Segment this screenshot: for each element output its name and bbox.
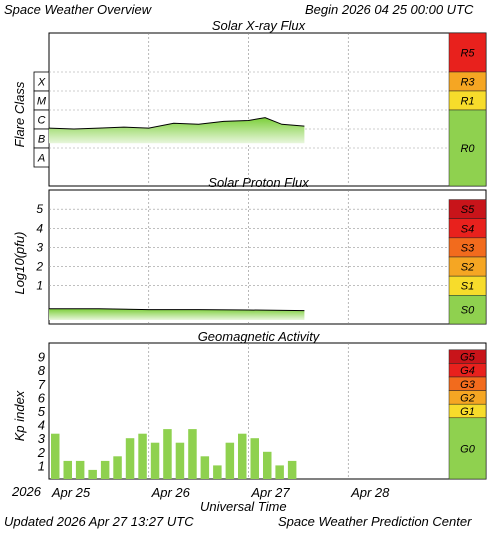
scale-cell-r0 [448, 109, 487, 187]
kp-bar [175, 442, 185, 479]
proton-y-tick-3: 3 [36, 240, 43, 254]
proton-y-tick-1: 1 [36, 279, 43, 293]
scale-label-s3: S3 [461, 242, 475, 254]
scale-label-s5: S5 [461, 204, 475, 216]
scale-label-g0: G0 [460, 443, 476, 455]
scale-label-g5: G5 [460, 352, 476, 364]
kp-bar [100, 460, 110, 479]
flare-class-label-c: C [38, 115, 46, 127]
proton-y-tick-2: 2 [35, 260, 43, 274]
kp-bar [125, 438, 135, 479]
kp-bar [163, 429, 172, 479]
kp-bar [138, 433, 147, 479]
x-tick-apr-26: Apr 26 [151, 485, 191, 500]
scale-label-r5: R5 [460, 48, 475, 60]
source-credit: Space Weather Prediction Center [278, 514, 472, 529]
scale-label-r1: R1 [460, 96, 474, 108]
scale-label-s0: S0 [461, 305, 475, 317]
x-axis-year: 2026 [12, 484, 41, 499]
kp-bar [250, 438, 259, 479]
proton-y-tick-4: 4 [36, 221, 43, 235]
chart-title-2: Solar Proton Flux [208, 175, 309, 190]
kp-bar [88, 469, 97, 479]
kp-bar [75, 460, 85, 479]
overview-title: Space Weather Overview [4, 2, 152, 17]
kp-bar [200, 456, 210, 479]
kp-y-tick-4: 4 [38, 418, 45, 433]
plot-frame-2 [48, 189, 487, 325]
kp-bar [225, 442, 235, 479]
kp-bar [51, 433, 60, 479]
plot-frame-1 [48, 32, 487, 187]
kp-bar [213, 465, 222, 479]
xray-flux-area [49, 117, 305, 144]
kp-bar [113, 456, 122, 479]
scale-cell-g0 [448, 417, 487, 480]
kp-y-tick-9: 9 [38, 350, 45, 365]
chart-title-1: Solar X-ray Flux [212, 18, 306, 33]
scale-label-s4: S4 [461, 223, 474, 235]
scale-label-s2: S2 [461, 262, 474, 274]
x-tick-apr-28: Apr 28 [350, 485, 390, 500]
y-axis-label-kp: Kp index [12, 390, 27, 441]
xray-flux-line [48, 117, 305, 130]
flare-class-label-a: A [37, 153, 45, 165]
flare-class-label-m: M [37, 96, 47, 108]
x-tick-apr-25: Apr 25 [51, 485, 91, 500]
flare-class-box-a [33, 147, 50, 168]
flare-class-label-x: X [37, 77, 46, 89]
kp-y-tick-3: 3 [38, 431, 46, 446]
kp-bar [188, 429, 197, 479]
kp-y-tick-1: 1 [38, 458, 45, 473]
updated-time: Updated 2026 Apr 27 13:27 UTC [4, 514, 194, 529]
y-axis-label-xray: Flare Class [12, 81, 27, 147]
scale-cell-s0 [448, 295, 487, 325]
scale-label-s1: S1 [461, 281, 474, 293]
flare-class-label-b: B [38, 134, 45, 146]
scale-label-g4: G4 [460, 365, 475, 377]
kp-y-tick-6: 6 [38, 390, 46, 405]
proton-flux-area [49, 308, 305, 320]
kp-bar [63, 460, 72, 479]
scale-label-g2: G2 [460, 392, 475, 404]
scale-label-g3: G3 [460, 379, 476, 391]
kp-bar [287, 460, 297, 479]
x-tick-apr-27: Apr 27 [250, 485, 290, 500]
scale-cell-r5 [448, 32, 487, 73]
kp-bar [275, 465, 284, 479]
proton-flux-line [49, 308, 305, 312]
kp-y-tick-8: 8 [38, 363, 46, 378]
kp-y-tick-7: 7 [38, 377, 46, 392]
y-axis-label-proton: Log10(pfu) [12, 232, 27, 295]
x-axis-label: Universal Time [200, 499, 287, 514]
begin-time: Begin 2026 04 25 00:00 UTC [305, 2, 474, 17]
kp-bar [238, 433, 247, 479]
kp-bar [263, 451, 272, 479]
scale-label-r0: R0 [460, 143, 475, 155]
kp-y-tick-2: 2 [37, 445, 46, 460]
scale-label-g1: G1 [460, 406, 475, 418]
scale-label-r3: R3 [460, 77, 475, 89]
kp-y-tick-5: 5 [38, 404, 46, 419]
chart-title-3: Geomagnetic Activity [198, 329, 321, 344]
kp-bar [150, 442, 160, 479]
proton-y-tick-5: 5 [36, 202, 43, 216]
